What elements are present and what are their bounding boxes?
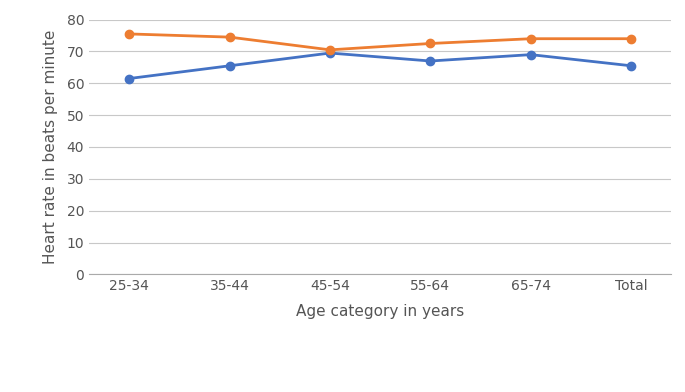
Y-axis label: Heart rate in beats per minute: Heart rate in beats per minute — [43, 30, 58, 264]
Men — [125, 76, 134, 81]
X-axis label: Age category in years: Age category in years — [296, 304, 464, 319]
Men — [326, 51, 334, 55]
Women — [527, 36, 535, 41]
Women — [627, 36, 635, 41]
Line: Women: Women — [125, 30, 635, 54]
Women — [426, 41, 434, 46]
Women — [125, 32, 134, 36]
Men — [527, 52, 535, 57]
Women — [326, 47, 334, 52]
Line: Men: Men — [125, 49, 635, 83]
Men — [627, 64, 635, 68]
Men — [225, 64, 234, 68]
Women — [225, 35, 234, 40]
Men — [426, 59, 434, 64]
